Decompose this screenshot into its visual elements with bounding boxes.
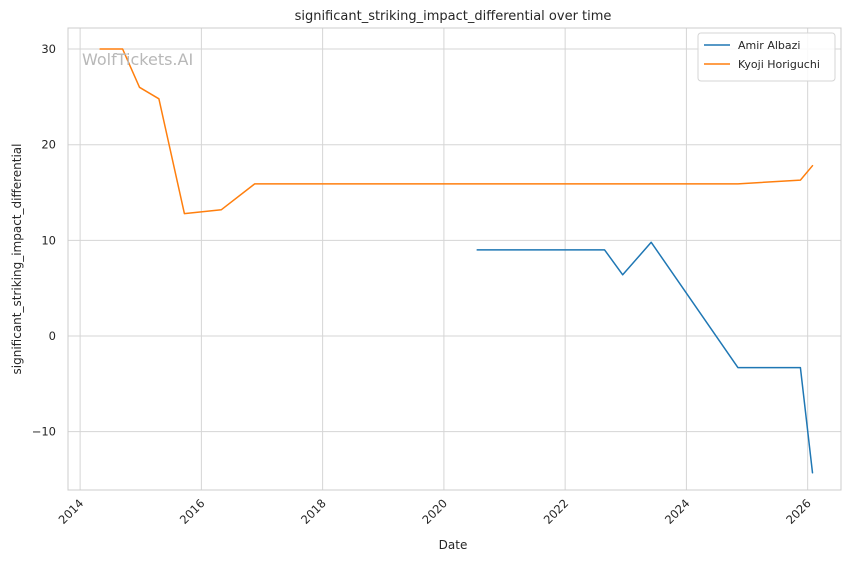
y-axis-label: significant_striking_impact_differential — [10, 144, 24, 375]
chart-title: significant_striking_impact_differential… — [295, 9, 612, 24]
x-tick-label: 2016 — [177, 496, 208, 527]
plot-area — [68, 28, 841, 490]
y-tick-label: 30 — [41, 42, 56, 56]
y-axis-ticks: −10 0 10 20 30 — [32, 42, 56, 439]
x-axis-label: Date — [439, 538, 468, 552]
x-tick-label: 2020 — [419, 496, 450, 527]
series-line-0 — [476, 241, 814, 474]
y-tick-label: 20 — [41, 138, 56, 152]
x-tick-label: 2022 — [541, 496, 572, 527]
legend-entry: Kyoji Horiguchi — [738, 58, 820, 71]
plot-frame — [67, 27, 842, 491]
series-layer — [99, 48, 814, 474]
watermark: WolfTickets.AI — [82, 50, 193, 69]
x-tick-label: 2024 — [662, 496, 693, 527]
x-tick-label: 2014 — [56, 496, 87, 527]
x-axis-ticks: 2014 2016 2018 2020 2022 2024 2026 — [56, 496, 814, 527]
y-tick-label: 0 — [49, 329, 56, 343]
legend-box — [697, 32, 836, 82]
legend: Amir Albazi Kyoji Horiguchi — [697, 32, 836, 82]
y-tick-label: 10 — [41, 233, 56, 247]
y-tick-label: −10 — [32, 425, 56, 439]
x-tick-label: 2026 — [783, 496, 814, 527]
x-tick-label: 2018 — [298, 496, 329, 527]
series-line-1 — [99, 48, 814, 215]
legend-entry: Amir Albazi — [738, 39, 800, 52]
grid-lines — [68, 28, 841, 490]
